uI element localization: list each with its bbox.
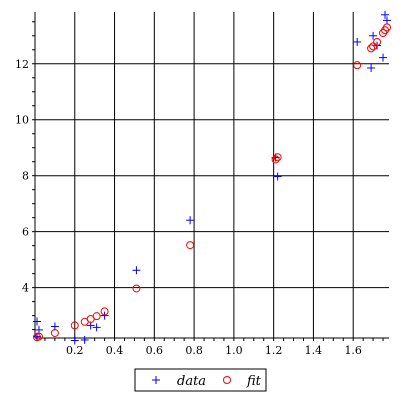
data-point-12 [273,172,282,181]
series-fit [32,23,392,342]
data-point-14 [367,63,376,72]
legend: data fit [134,368,267,392]
legend-label-data: data [177,374,206,389]
data-point-7 [92,323,101,332]
fit-point-14 [369,42,378,51]
data-point-19 [383,16,392,25]
fit-point-18 [383,23,392,32]
fit-point-12 [353,61,362,70]
fit-point-11 [186,241,195,250]
data-point-0 [32,317,41,326]
fit-point-10 [273,153,282,162]
fit-point-1 [34,332,43,341]
legend-box [134,368,267,392]
legend-marker-fit [223,376,231,384]
y-tick-label: 12 [15,58,29,71]
series-data [32,10,392,345]
x-tick-label: 1.4 [305,344,323,357]
y-tick-label: 10 [15,114,29,127]
axes [32,12,389,341]
data-point-15 [369,31,378,40]
data-series [32,10,392,345]
y-tick-label: 6 [22,226,29,239]
x-tick-label: 0.2 [66,344,84,357]
data-point-5 [80,335,89,344]
x-tick-label: 1.2 [265,344,283,357]
fit-point-6 [92,312,101,321]
x-tick-label: 1.0 [225,344,243,357]
fit-point-13 [367,44,376,53]
x-tick-label: 1.6 [344,344,362,357]
fit-point-2 [50,328,59,337]
x-tick-label: 0.4 [106,344,124,357]
data-point-1 [34,325,43,334]
grid-lines [35,12,389,338]
x-tick-label: 0.6 [146,344,164,357]
data-point-17 [379,53,388,62]
x-tick-label: 0.8 [185,344,203,357]
y-tick-label: 8 [22,170,29,183]
tick-labels: 0.2 0.4 0.6 0.8 1.0 1.2 1.4 1.6 4 6 8 10 12 [15,58,362,357]
fit-point-9 [271,155,280,164]
data-point-4 [70,336,79,345]
data-point-10 [186,216,195,225]
y-tick-label: 4 [22,282,29,295]
data-point-9 [132,266,141,275]
data-point-18 [381,10,390,19]
data-point-13 [353,37,362,46]
data-point-8 [100,311,109,320]
fit-point-3 [70,321,79,330]
legend-marker-data [152,376,160,384]
fit-point-8 [132,284,141,293]
fit-point-15 [373,37,382,46]
legend-label-fit: fit [246,374,262,389]
fit-point-7 [100,307,109,316]
